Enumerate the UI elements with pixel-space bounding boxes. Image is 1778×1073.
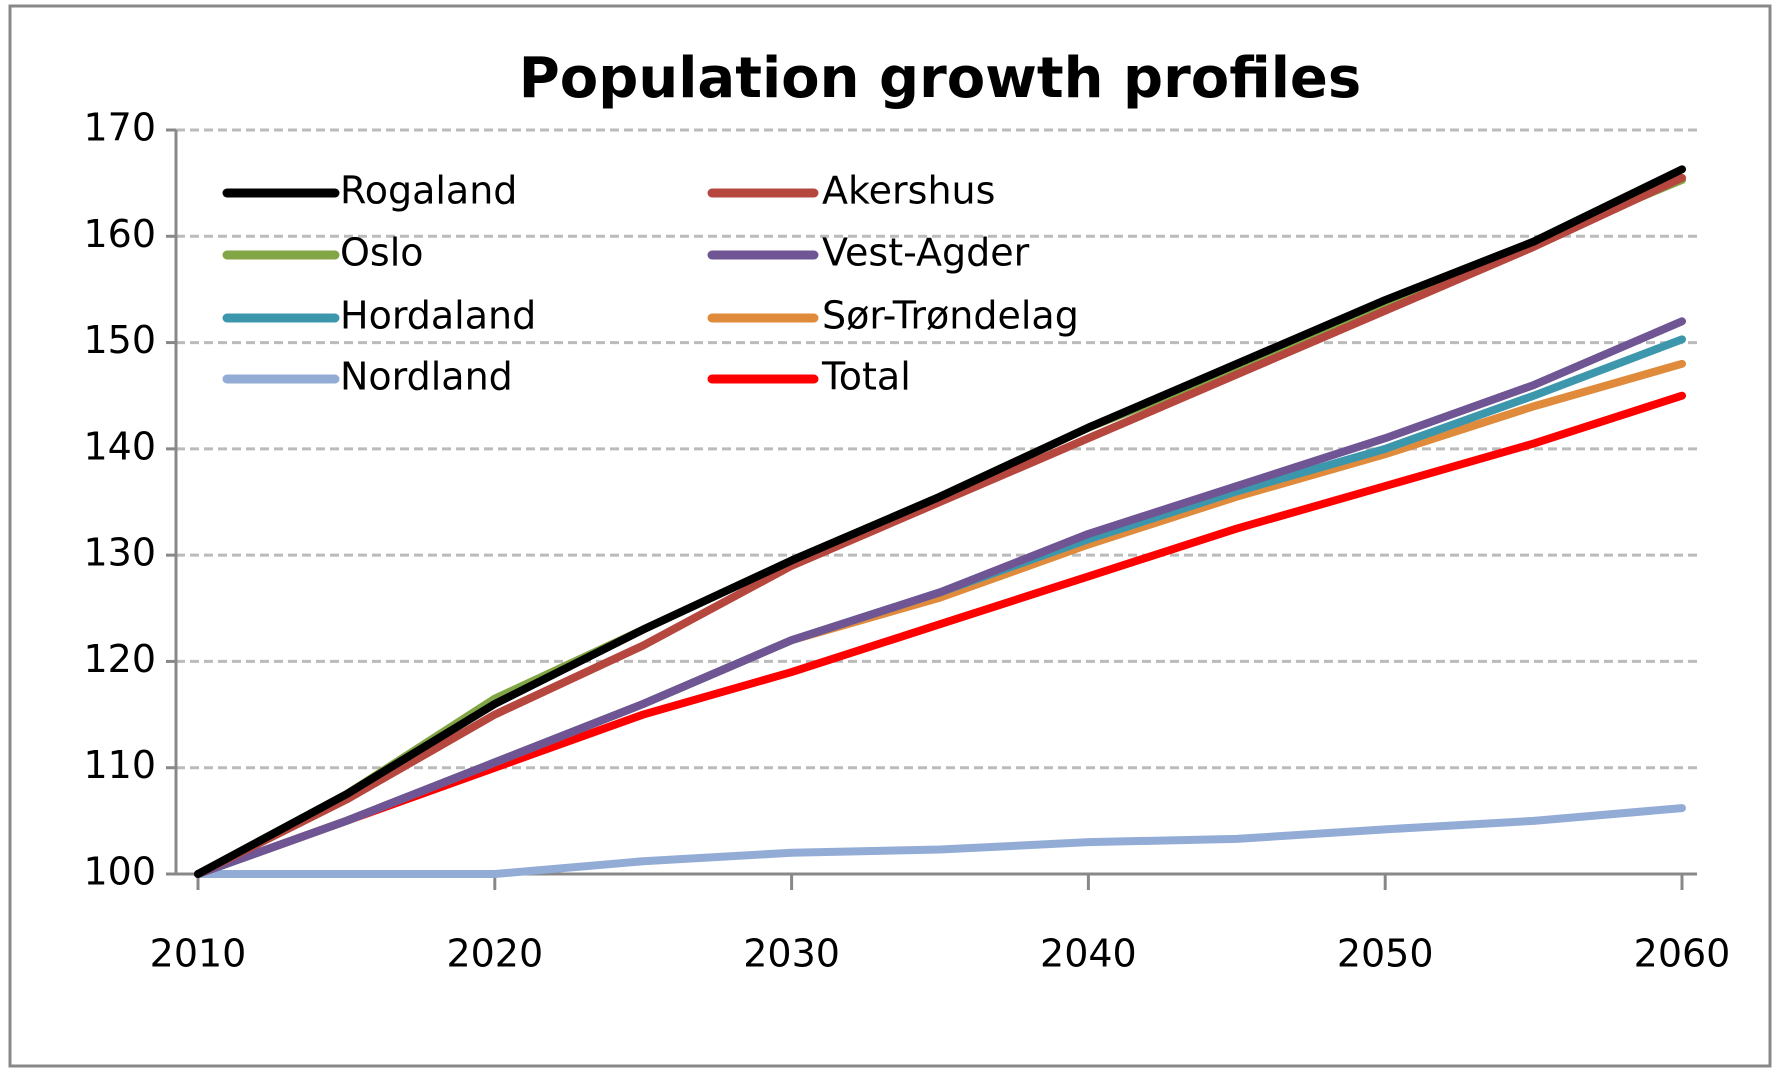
legend-label: Total	[821, 355, 911, 399]
y-tick-label: 130	[83, 531, 156, 575]
series-line	[194, 804, 1686, 878]
y-tick-label: 140	[83, 424, 156, 468]
legend-label: Vest-Agder	[822, 231, 1030, 275]
legend-label: Rogaland	[340, 169, 517, 213]
x-tick-label: 2040	[1040, 932, 1137, 976]
series-line	[194, 165, 1686, 878]
x-tick-label: 2010	[150, 932, 247, 976]
x-tick-label: 2020	[446, 932, 543, 976]
legend-label: Oslo	[340, 231, 424, 275]
y-tick-label: 160	[83, 212, 156, 256]
legend-label: Sør-Trøndelag	[822, 294, 1079, 338]
chart-frame	[8, 4, 1772, 1068]
y-tick-label: 100	[83, 850, 156, 894]
y-tick-label: 150	[83, 318, 156, 362]
chart-title: Population growth profiles	[519, 46, 1362, 111]
y-tick-label: 170	[83, 106, 156, 150]
series-line	[194, 173, 1686, 878]
legend-label: Nordland	[340, 355, 513, 399]
series-line	[194, 317, 1686, 878]
y-tick-label: 120	[83, 637, 156, 681]
y-tick-label: 110	[83, 743, 156, 787]
x-tick-label: 2030	[743, 932, 840, 976]
x-tick-label: 2050	[1337, 932, 1434, 976]
x-tick-label: 2060	[1634, 932, 1731, 976]
legend-label: Akershus	[822, 169, 995, 213]
legend-label: Hordaland	[340, 294, 536, 338]
